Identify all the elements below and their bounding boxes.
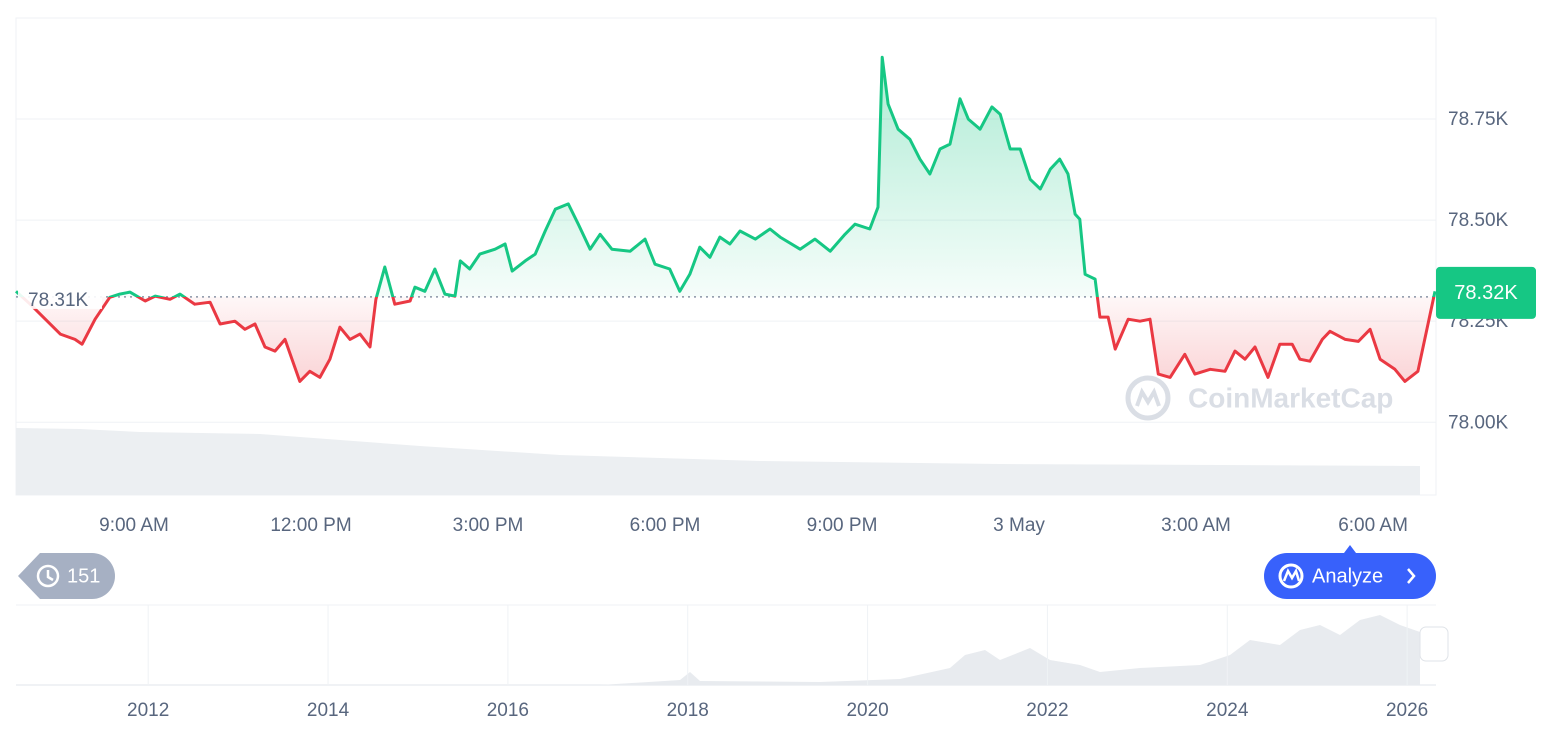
series — [14, 55, 1437, 383]
x-tick-label: 9:00 AM — [99, 515, 169, 536]
navigator-tick-label: 2020 — [846, 700, 888, 721]
x-tick-label: 3:00 PM — [453, 515, 524, 536]
navigator-tick-label: 2016 — [487, 700, 529, 721]
y-tick-label: 78.75K — [1448, 109, 1509, 130]
x-tick-label: 3:00 AM — [1161, 515, 1231, 536]
analyze-button[interactable]: Analyze — [1264, 545, 1436, 599]
watermark: CoinMarketCap — [1125, 375, 1393, 421]
history-count: 151 — [67, 565, 100, 587]
navigator-handle[interactable] — [1419, 626, 1449, 662]
price-line — [14, 55, 1437, 383]
x-tick-label: 12:00 PM — [270, 515, 351, 536]
navigator-tick-label: 2014 — [307, 700, 350, 721]
last-price-badge — [1436, 266, 1536, 319]
price-area — [16, 57, 1435, 382]
y-tick-label: 78.50K — [1448, 210, 1509, 231]
reference-label-bg — [18, 282, 102, 309]
x-tick-label: 6:00 PM — [630, 515, 701, 536]
navigator-tick-label: 2012 — [127, 700, 169, 721]
history-badge[interactable]: 151 — [18, 553, 116, 599]
x-tick-label: 9:00 PM — [807, 515, 878, 536]
x-tick-label: 6:00 AM — [1338, 515, 1408, 536]
x-tick-label: 3 May — [993, 515, 1045, 536]
analyze-label: Analyze — [1312, 565, 1383, 587]
navigator-tick-label: 2022 — [1026, 700, 1068, 721]
y-tick-label: 78.00K — [1448, 412, 1509, 433]
navigator-tick-label: 2024 — [1206, 700, 1249, 721]
watermark-text: CoinMarketCap — [1188, 382, 1393, 413]
navigator: 2012 2014 2016 2018 2020 2022 2024 2026 — [16, 604, 1449, 721]
navigator-tick-label: 2026 — [1386, 700, 1428, 721]
last-price-label: 78.32K — [1454, 282, 1518, 304]
navigator-tick-label: 2018 — [667, 700, 709, 721]
reference-label: 78.31K — [28, 290, 89, 311]
volume-strip — [16, 428, 1420, 495]
navigator-silhouette — [16, 615, 1420, 685]
